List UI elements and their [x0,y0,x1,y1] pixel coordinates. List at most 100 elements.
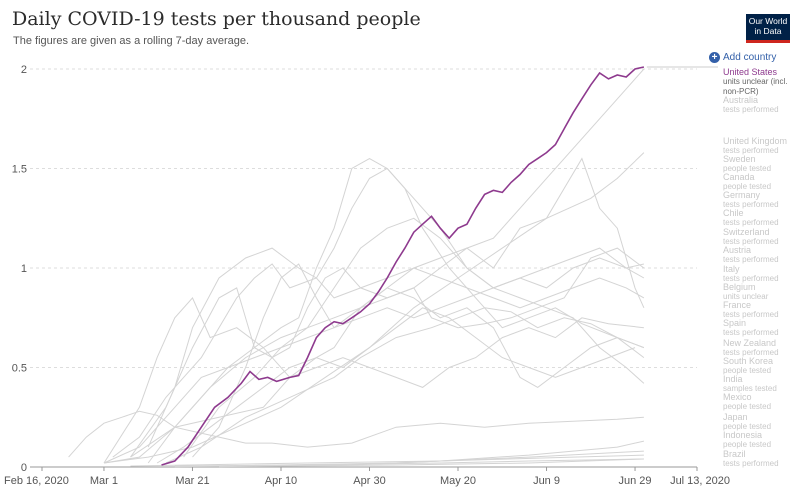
x-tick-label: Feb 16, 2020 [4,475,69,487]
legend-item[interactable]: Chile tests performed [723,208,779,228]
series-line-brazil[interactable] [218,450,644,467]
legend-country-name: Japan [723,412,748,422]
highlight-layer [161,66,718,466]
legend-unit: tests performed [723,200,779,209]
legend-item[interactable]: Canada people tested [723,172,771,192]
logo-line-2: in Data [754,25,782,36]
x-tick-label: May 20 [440,475,476,487]
legend-country-name: Brazil [723,449,746,459]
legend-unit: tests performed [723,274,779,283]
legend-item[interactable]: Belgium units unclear [723,282,768,302]
series-line-spain[interactable] [183,217,645,458]
add-country-button[interactable]: + Add country [709,52,776,63]
legend-country-name: Germany [723,190,761,200]
logo-line-1: Our World [748,16,788,26]
y-tick-label: 1 [21,263,27,275]
y-tick-label: 0 [21,462,27,474]
legend-country-name: New Zealand [723,338,777,348]
legend-unit: tests performed [723,348,779,357]
chart-subtitle: The figures are given as a rolling 7-day… [13,35,250,47]
legend-unit: units unclear (incl. [723,77,788,86]
legend-unit: tests performed [723,218,779,227]
plus-icon: + [709,52,720,63]
legend-country-name: Spain [723,318,747,328]
legend-item[interactable]: Austria tests performed [723,245,779,265]
legend-unit: people tested [723,366,772,375]
series-line-belgium[interactable] [147,158,645,464]
legend-unit: people tested [723,422,772,431]
series-line-australia[interactable] [103,68,645,464]
legend-unit: tests performed [723,255,779,264]
legend-country-name: Switzerland [723,227,770,237]
legend-country-name: Canada [723,172,755,182]
legend-item[interactable]: Brazil tests performed [723,449,779,469]
legend-item[interactable]: Australia tests performed [723,95,779,115]
series-line-austria[interactable] [130,247,645,458]
x-tick-label: Mar 1 [90,475,118,487]
series-line-sweden[interactable] [130,157,645,458]
chart-title: Daily COVID-19 tests per thousand people [12,8,421,30]
legend-item[interactable]: South Korea people tested [723,356,773,376]
legend-item[interactable]: New Zealand tests performed [723,338,779,358]
legend-unit: people tested [723,440,772,449]
series-line-indonesia[interactable] [218,458,644,468]
legend-item[interactable]: Italy tests performed [723,264,779,284]
legend-country-name: United Kingdom [723,136,788,146]
x-tick-label: Apr 30 [353,475,385,487]
owid-logo[interactable]: Our World in Data [746,14,790,43]
legend-item[interactable]: France tests performed [723,300,779,320]
legend-country-name: Indonesia [723,430,763,440]
legend-item[interactable]: Spain tests performed [723,318,779,338]
legend-country-name: Chile [723,208,744,218]
legend-country-name: Mexico [723,392,752,402]
legend-country-name: India [723,374,743,384]
legend-unit: tests performed [723,328,779,337]
x-tick-label: Apr 10 [265,475,297,487]
legend-item[interactable]: Sweden people tested [723,154,771,174]
legend-item[interactable]: Japan people tested [723,412,771,432]
y-tick-label: 1.5 [12,164,27,176]
legend-unit-continued: non-PCR) [723,87,759,96]
legend-country-name: Italy [723,264,740,274]
x-tick-label: Mar 21 [175,475,209,487]
series-line-south-korea[interactable] [68,410,644,458]
legend-country-name: United States [723,67,778,77]
series-line-germany[interactable] [147,247,645,448]
legend-country-name: Sweden [723,154,756,164]
legend-item[interactable]: United States units unclear (incl. non-PCR… [723,67,787,97]
x-tick-label: Jun 29 [619,475,652,487]
series-line-new-zealand[interactable] [192,263,645,458]
x-tick-label: Jun 9 [533,475,560,487]
legend-item[interactable]: Germany tests performed [723,190,779,210]
series-line-switzerland[interactable] [103,296,644,464]
add-country-label: Add country [723,52,777,63]
series-line-france[interactable] [156,307,636,464]
legend-country-name: France [723,300,752,310]
legend-unit: tests performed [723,237,779,246]
legend-country-name: Belgium [723,282,756,292]
legend-country-name: Australia [723,95,759,105]
legend-item[interactable]: United Kingdom tests performed [723,136,787,156]
legend-unit: people tested [723,164,772,173]
legend-item[interactable]: India samples tested [723,374,777,394]
legend-item[interactable]: Indonesia people tested [723,430,771,450]
legend-unit: tests performed [723,459,779,468]
axis-layer: 0 0.5 1 1.5 2 Feb 16, 2020 Mar 1 Mar 21 Apr 10 Ap… [4,64,730,487]
series-line-italy[interactable] [112,167,645,458]
legend-item[interactable]: Switzerland tests performed [723,227,779,247]
legend-unit: people tested [723,402,772,411]
series-line-canada[interactable] [103,257,645,464]
legend-unit: tests performed [723,310,779,319]
legend-country-name: Austria [723,245,752,255]
legend-item[interactable]: Mexico people tested [723,392,771,412]
x-tick-label: Jul 13, 2020 [670,475,730,487]
y-tick-label: 2 [21,64,27,76]
series-line-united-kingdom[interactable] [103,152,645,464]
series-line-united-states[interactable] [161,66,645,466]
legend-unit: units unclear [723,292,769,301]
legend-unit: tests performed [723,146,779,155]
legend-unit: samples tested [723,384,777,393]
grid-layer [30,68,697,468]
legend-country-name: South Korea [723,356,774,366]
